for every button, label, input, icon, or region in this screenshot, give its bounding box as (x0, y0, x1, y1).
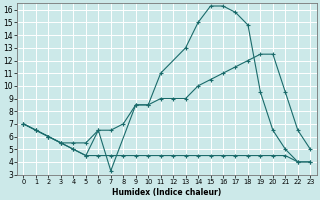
X-axis label: Humidex (Indice chaleur): Humidex (Indice chaleur) (112, 188, 221, 197)
